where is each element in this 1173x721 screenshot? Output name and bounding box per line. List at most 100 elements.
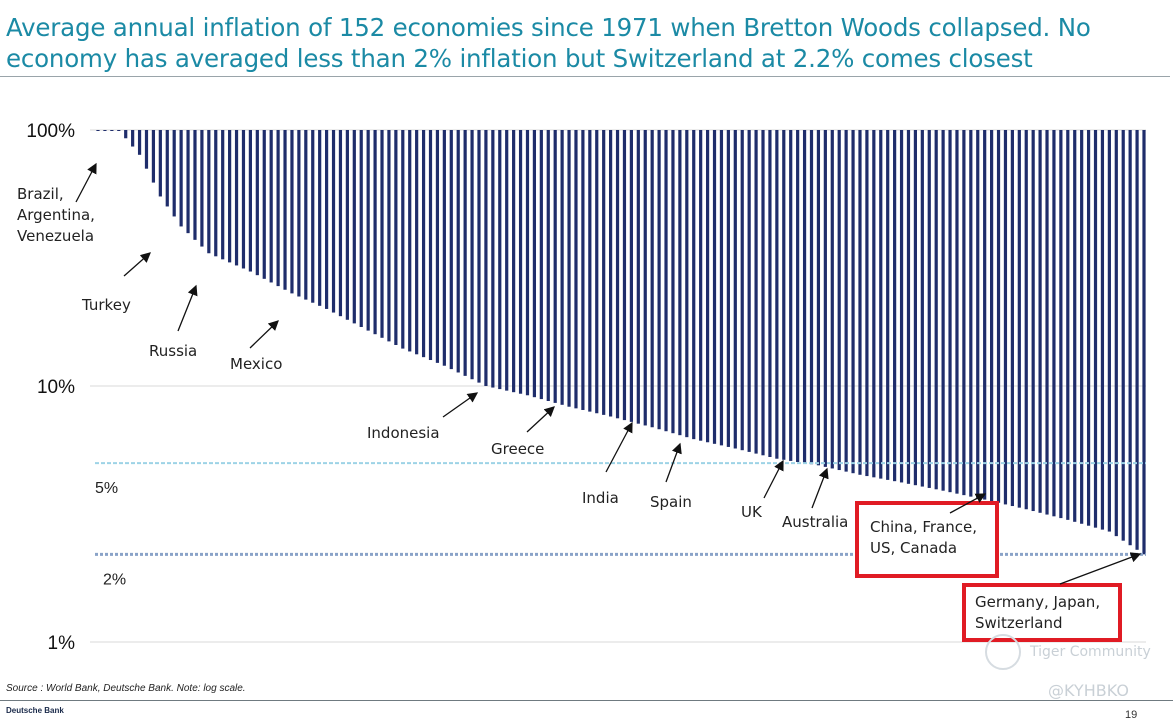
bar — [1066, 130, 1070, 520]
bar — [435, 130, 440, 363]
bar — [837, 130, 841, 471]
y-axis-ticks: 100% 10% 1% — [26, 121, 75, 654]
bar — [983, 130, 987, 500]
bar — [664, 130, 668, 432]
annotations-layer: Brazil, Argentina, Venezuela Turkey Russia Me… — [17, 162, 1142, 642]
bar — [408, 130, 412, 352]
bar — [1080, 130, 1084, 524]
bar — [747, 130, 751, 452]
bar — [352, 130, 356, 324]
bar — [380, 130, 384, 338]
bar — [990, 130, 994, 502]
bar — [872, 130, 876, 478]
bar — [1038, 130, 1042, 513]
bar — [650, 130, 654, 428]
bar — [1086, 130, 1091, 526]
bar — [1107, 130, 1111, 532]
bar — [768, 130, 772, 458]
bar — [629, 130, 633, 422]
bar — [428, 130, 433, 361]
bar — [491, 130, 495, 388]
annotation-label: Venezuela — [17, 227, 94, 245]
bar — [948, 130, 952, 493]
bar — [761, 130, 765, 456]
bar — [643, 130, 647, 426]
annotation: Greece — [491, 406, 555, 458]
bar — [449, 130, 453, 370]
bars-layer — [96, 130, 1146, 555]
bar — [151, 130, 156, 183]
annotation-arrow — [249, 320, 279, 349]
annotation-label: Turkey — [81, 296, 131, 314]
bar — [456, 130, 460, 373]
annotation-label: Greece — [491, 440, 544, 458]
bar — [685, 130, 689, 438]
annotation-arrow — [811, 467, 829, 509]
bar — [269, 130, 273, 283]
bar — [789, 130, 793, 461]
annotation-arrow — [123, 252, 151, 277]
bar — [934, 130, 938, 490]
bar — [200, 130, 204, 247]
annotation-label: Switzerland — [975, 614, 1063, 632]
bar — [1059, 130, 1063, 519]
bar — [893, 130, 897, 482]
bar — [539, 130, 543, 400]
bar — [553, 130, 557, 403]
bar — [193, 130, 197, 240]
bar — [228, 130, 232, 263]
annotation-label: Brazil, — [17, 185, 64, 203]
bar — [754, 130, 758, 454]
chart-title: Average annual inflation of 152 economie… — [6, 12, 1156, 74]
bar — [518, 130, 523, 394]
footer-divider — [0, 700, 1173, 701]
bar — [103, 130, 107, 131]
bar — [331, 130, 336, 313]
annotation-label: Indonesia — [367, 424, 440, 442]
bar — [366, 130, 370, 331]
bar — [234, 130, 239, 266]
annotation: Australia — [782, 467, 848, 531]
source-note: Source : World Bank, Deutsche Bank. Note… — [6, 683, 246, 694]
watermark-logo-icon — [985, 634, 1021, 670]
annotation-arrow — [526, 406, 555, 433]
watermark-text: Tiger Community — [1030, 644, 1151, 660]
reference-line-label: 2% — [103, 571, 126, 588]
reference-line-label: 5% — [95, 480, 118, 497]
bar — [276, 130, 280, 287]
bar — [823, 130, 827, 467]
bar — [1093, 130, 1098, 528]
bar — [96, 130, 100, 131]
bar — [671, 130, 675, 434]
bar — [913, 130, 918, 486]
highlight-box — [855, 501, 999, 578]
highlight-box — [962, 583, 1122, 642]
bar — [110, 130, 114, 131]
bar — [595, 130, 599, 414]
bar — [581, 130, 585, 410]
bar — [996, 130, 1001, 503]
bar — [124, 130, 128, 139]
bar — [221, 130, 225, 260]
bar — [387, 130, 391, 342]
bar — [560, 130, 564, 405]
bar — [1128, 130, 1132, 546]
bar — [609, 130, 613, 417]
bar — [796, 130, 800, 463]
bar — [1024, 130, 1028, 510]
bar — [865, 130, 869, 477]
annotation: China, France, US, Canada — [855, 493, 999, 578]
annotation-arrow — [665, 442, 682, 483]
annotation-arrow — [177, 284, 198, 332]
annotation: UK — [741, 459, 784, 521]
annotation: Germany, Japan, Switzerland — [962, 552, 1142, 642]
title-line-2: economy has averaged less than 2% inflat… — [6, 44, 1033, 73]
bar — [470, 130, 474, 380]
bar — [484, 130, 488, 386]
bar — [345, 130, 349, 320]
bar — [394, 130, 398, 345]
bar — [858, 130, 862, 475]
annotation-arrow — [949, 493, 987, 514]
bar — [546, 130, 550, 401]
bar — [359, 130, 363, 328]
